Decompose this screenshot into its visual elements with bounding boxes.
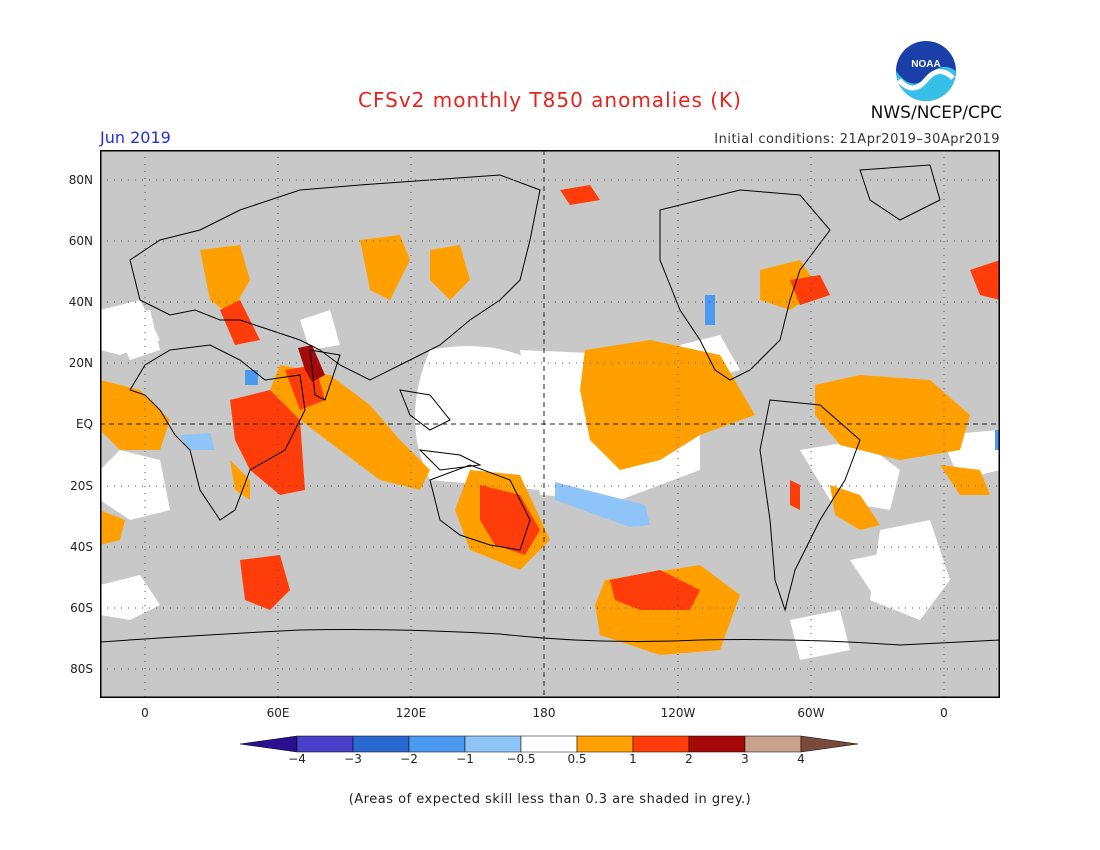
- colorbar-label: −2: [400, 752, 418, 766]
- colorbar-swatch: [464, 735, 522, 753]
- colorbar-swatch: [800, 735, 859, 753]
- graticule: [100, 150, 1000, 698]
- lon-label-60w: 60W: [797, 706, 825, 720]
- chart-title: CFSv2 monthly T850 anomalies (K): [358, 88, 742, 112]
- strong-warm-anomaly-regions: [220, 185, 1000, 610]
- organization-label: NWS/NCEP/CPC: [870, 103, 1002, 123]
- lat-label-40n: 40N: [68, 295, 93, 309]
- colorbar-swatch: [296, 735, 354, 753]
- colorbar-label: −4: [288, 752, 306, 766]
- forecast-month: Jun 2019: [100, 128, 171, 147]
- colorbar-swatch: [240, 735, 298, 753]
- lat-label-40s: 40S: [70, 540, 93, 554]
- lon-label-0: 0: [141, 706, 149, 720]
- warm-anomaly-regions: [100, 235, 990, 655]
- lon-label-180: 180: [532, 706, 556, 720]
- colorbar-label: −0.5: [506, 752, 536, 766]
- colorbar-swatch: [632, 735, 690, 753]
- lat-label-20n: 20N: [68, 356, 93, 370]
- lon-label-120w: 120W: [660, 706, 696, 720]
- lat-label-80n: 80N: [68, 173, 93, 187]
- colorbar-label: −1: [456, 752, 474, 766]
- initial-conditions: Initial conditions: 21Apr2019–30Apr2019: [714, 132, 1000, 147]
- lat-label-eq: EQ: [75, 417, 93, 431]
- colorbar-swatch: [576, 735, 634, 753]
- colorbar-label: 1: [629, 752, 637, 766]
- colorbar-label: 3: [741, 752, 749, 766]
- lon-label-60e: 60E: [266, 706, 290, 720]
- lon-label-120e: 120E: [395, 706, 427, 720]
- colorbar-label: 4: [797, 752, 805, 766]
- colorbar-swatch: [688, 735, 746, 753]
- lat-label-60s: 60S: [70, 601, 93, 615]
- lat-label-60n: 60N: [68, 234, 93, 248]
- colorbar-label: 0.5: [567, 752, 587, 766]
- reference-lines: [100, 150, 1000, 698]
- anomaly-map: [100, 150, 1000, 698]
- colorbar-label: 2: [685, 752, 693, 766]
- colorbar-swatch: [408, 735, 466, 753]
- noaa-logo: NOAA: [896, 41, 956, 101]
- colorbar: [240, 735, 859, 753]
- lat-label-20s: 20S: [70, 479, 93, 493]
- lon-label-0-east: 0: [940, 706, 948, 720]
- coastlines: [100, 164, 1000, 646]
- footnote: (Areas of expected skill less than 0.3 a…: [348, 792, 752, 807]
- noaa-logo-text: NOAA: [911, 59, 940, 70]
- colorbar-swatch: [520, 735, 578, 753]
- colorbar-label: −3: [344, 752, 362, 766]
- lat-label-80s: 80S: [70, 662, 93, 676]
- colorbar-swatch: [744, 735, 802, 753]
- colorbar-swatch: [352, 735, 410, 753]
